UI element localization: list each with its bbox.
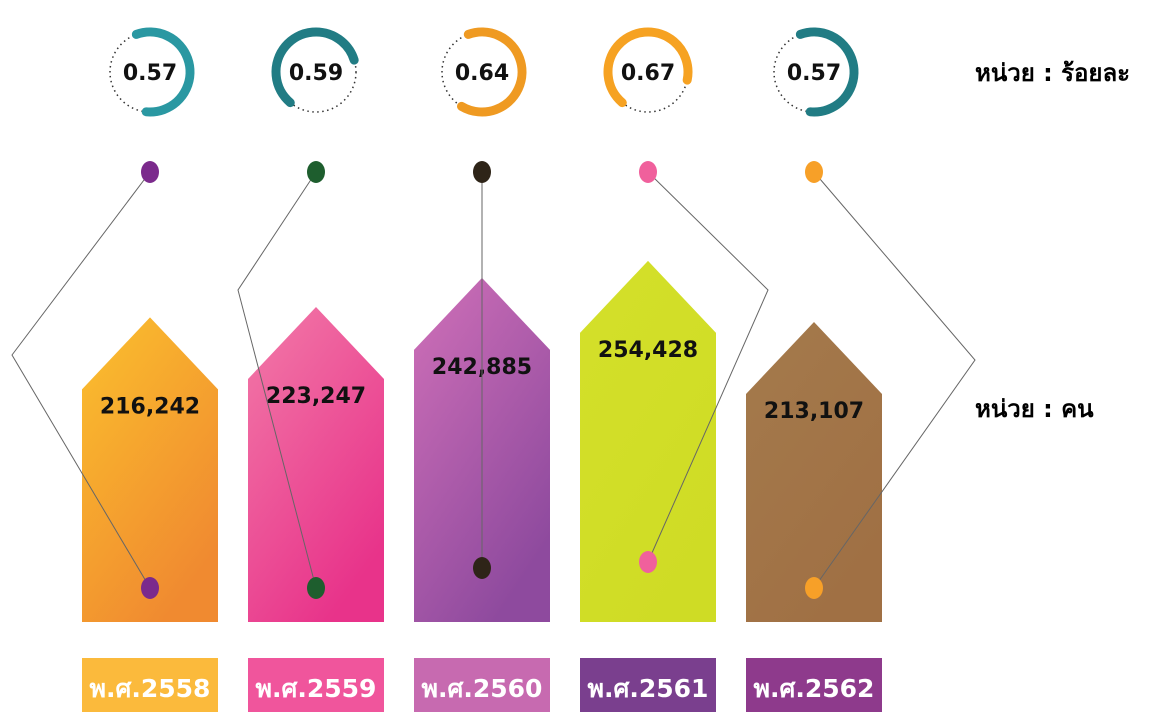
- dot: [473, 557, 491, 579]
- x-tick-label: พ.ศ.2559: [256, 674, 377, 703]
- bar: [248, 306, 384, 622]
- ring-arc: [271, 27, 361, 117]
- value-label: 223,247: [266, 384, 366, 409]
- dot: [141, 161, 159, 183]
- dot: [805, 161, 823, 183]
- x-tick-label: พ.ศ.2558: [90, 674, 211, 703]
- dot: [307, 577, 325, 599]
- dot: [473, 161, 491, 183]
- bar: [746, 322, 882, 622]
- ring-arc: [769, 27, 859, 117]
- percent-label: 0.64: [455, 61, 509, 86]
- ring-arc: [603, 27, 693, 117]
- year-box: [414, 658, 550, 712]
- x-tick-label: พ.ศ.2561: [588, 674, 709, 703]
- percent-label: 0.57: [123, 61, 177, 86]
- x-tick-label: พ.ศ.2560: [422, 674, 543, 703]
- year-box: [746, 658, 882, 712]
- x-tick-label: พ.ศ.2562: [754, 674, 875, 703]
- percent-label: 0.57: [787, 61, 841, 86]
- connector: [11, 171, 151, 589]
- dot: [805, 577, 823, 599]
- bar: [82, 317, 218, 622]
- percent-unit: หน่วย : ร้อยละ: [975, 59, 1130, 87]
- connector: [813, 171, 976, 589]
- value-label: 216,242: [100, 394, 200, 419]
- value-label: 213,107: [764, 399, 864, 424]
- percent-label: 0.59: [289, 61, 343, 86]
- year-box: [248, 658, 384, 712]
- value-label: 254,428: [598, 338, 698, 363]
- connector: [237, 171, 317, 589]
- percent-label: 0.67: [621, 61, 675, 86]
- dot: [639, 551, 657, 573]
- dot: [307, 161, 325, 183]
- dot: [141, 577, 159, 599]
- year-box: [580, 658, 716, 712]
- value-unit: หน่วย : คน: [975, 395, 1094, 423]
- ring-arc: [437, 27, 527, 117]
- ring-arc: [105, 27, 195, 117]
- connector: [647, 171, 769, 563]
- year-box: [82, 658, 218, 712]
- dot: [639, 161, 657, 183]
- bar: [580, 260, 716, 622]
